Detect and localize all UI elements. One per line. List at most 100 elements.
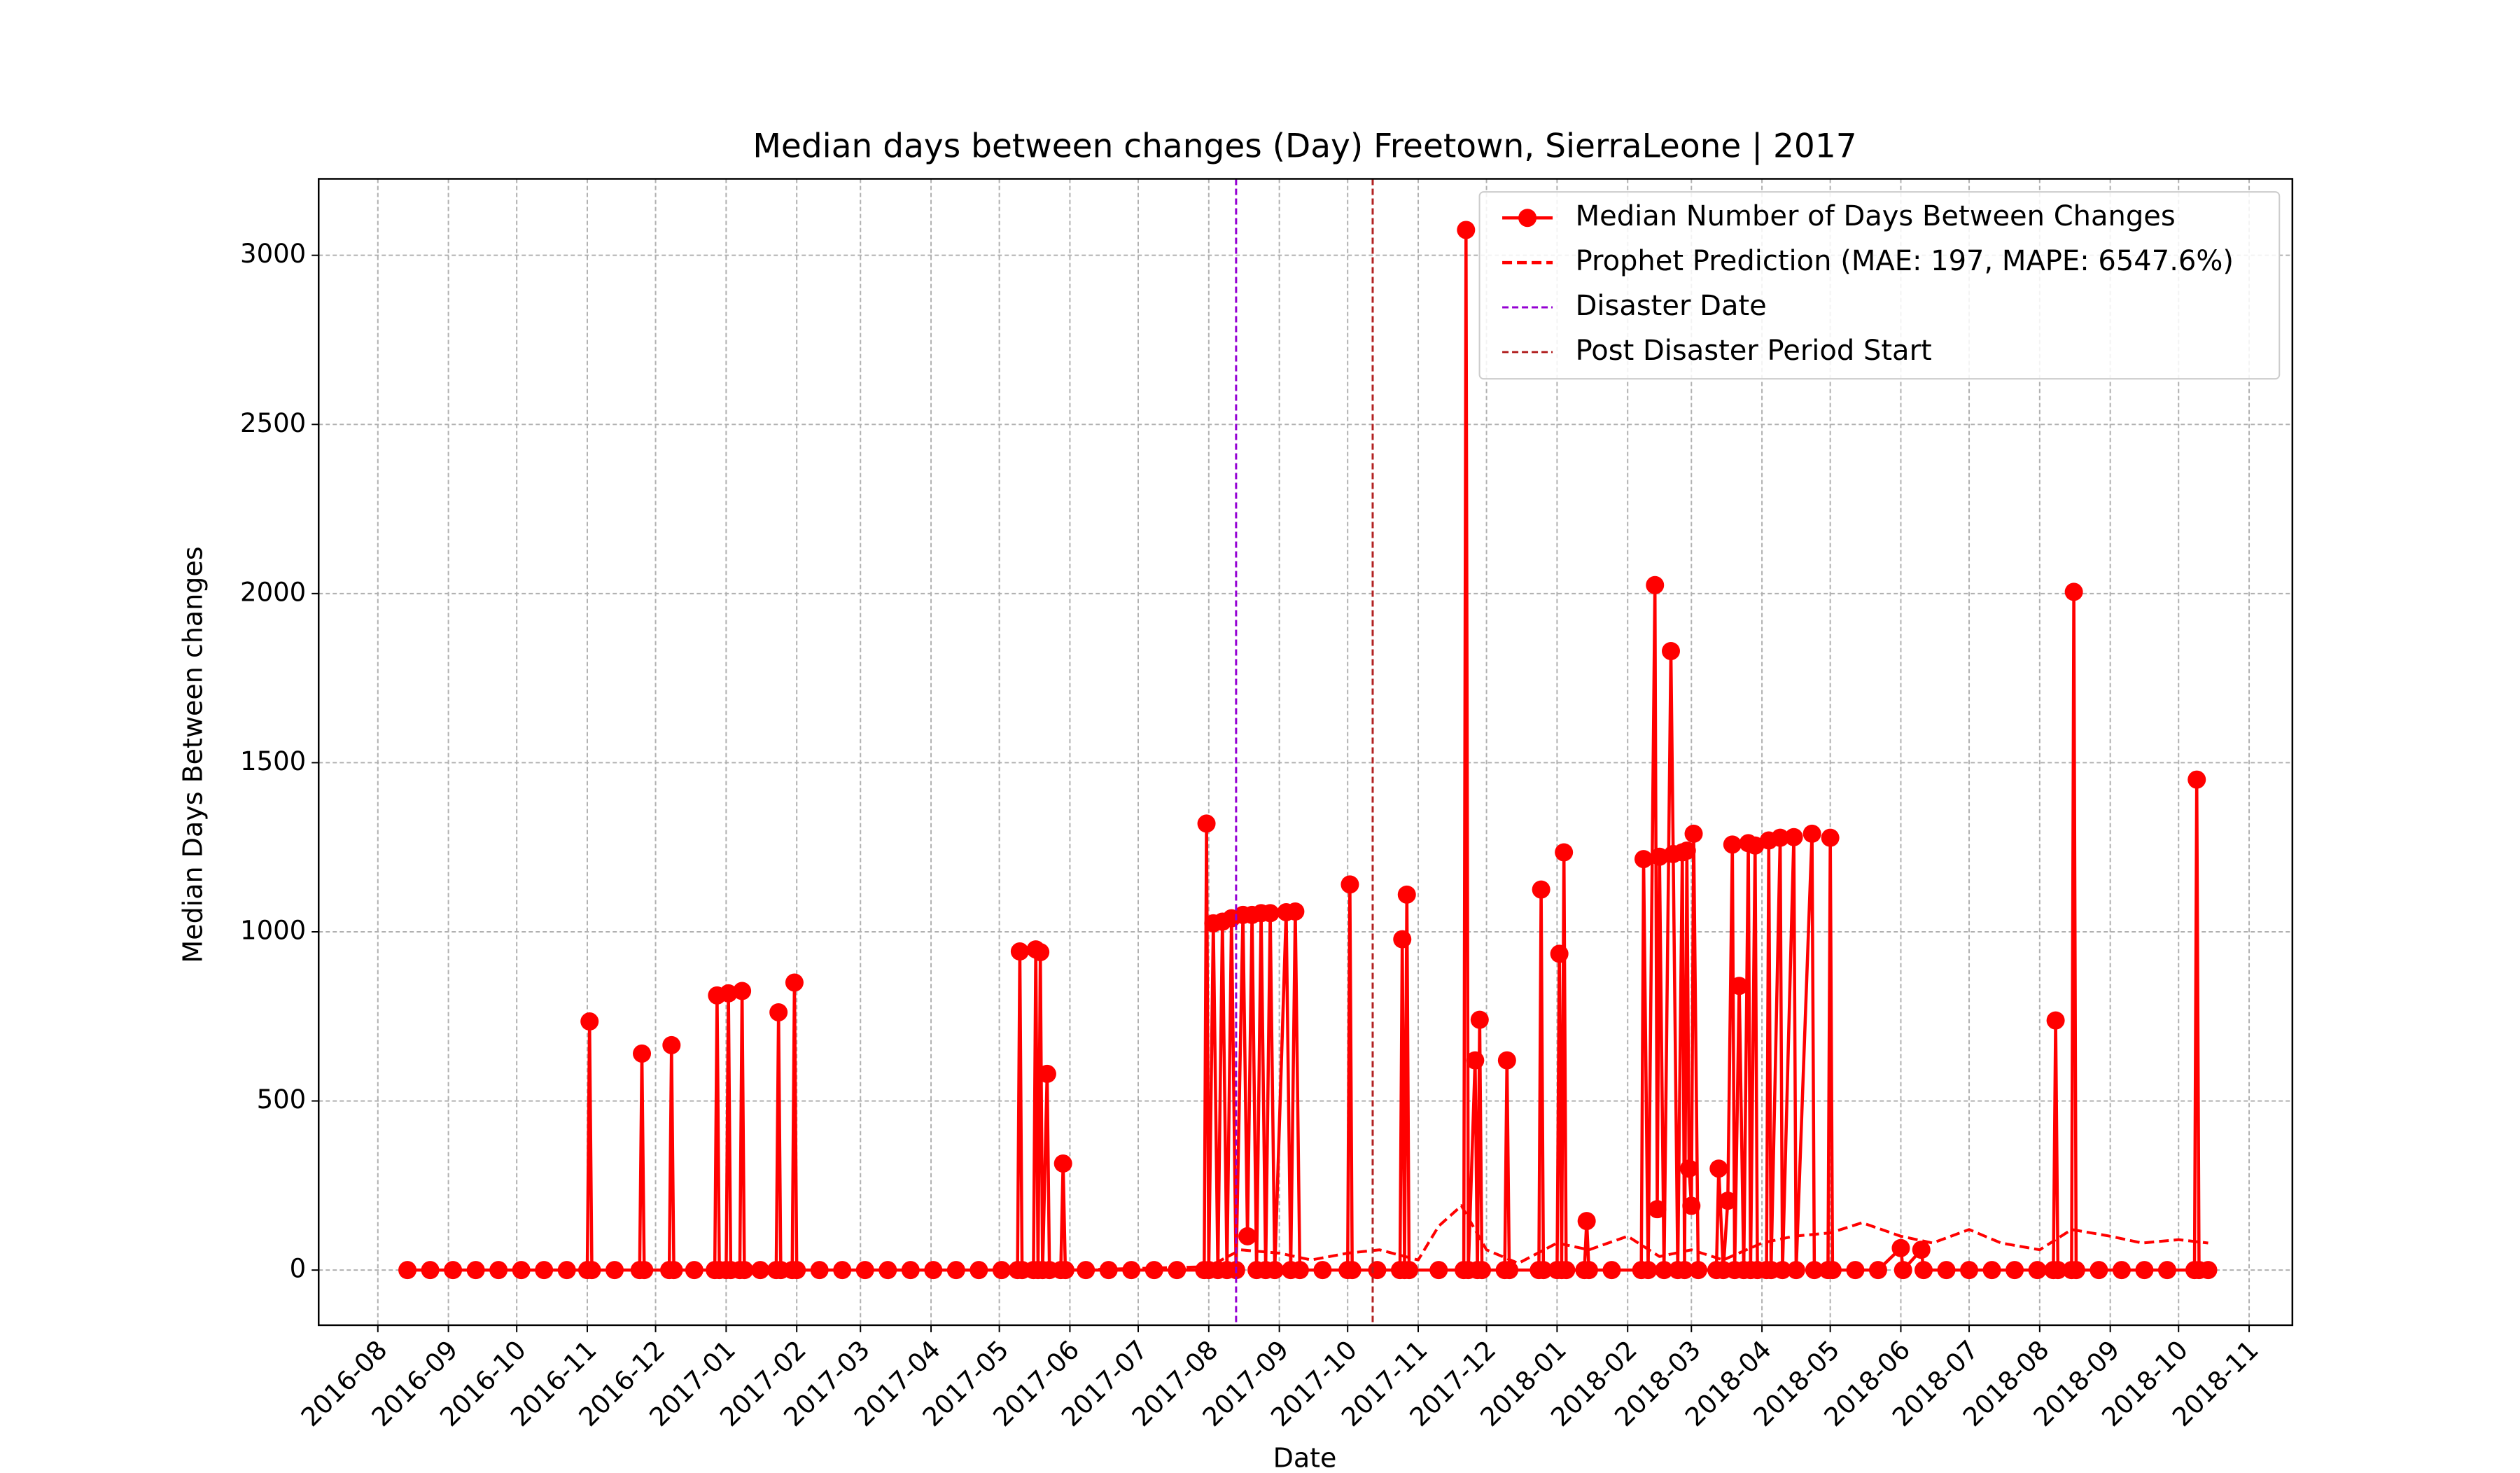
series-line: [407, 228, 2208, 1272]
data-point: [1500, 1261, 1519, 1280]
data-point: [1343, 1261, 1362, 1280]
data-point: [580, 1012, 599, 1031]
data-point: [1784, 828, 1803, 846]
data-point: [901, 1261, 920, 1280]
data-point: [1266, 1261, 1284, 1280]
data-point: [2157, 1261, 2176, 1280]
legend-box: [1478, 191, 2281, 380]
data-point: [1534, 1261, 1553, 1280]
data-point: [664, 1261, 683, 1280]
data-point: [1037, 1064, 1056, 1083]
data-point: [833, 1261, 852, 1280]
legend-label: Disaster Date: [1576, 290, 1767, 322]
data-point: [582, 1261, 601, 1280]
data-point: [466, 1261, 485, 1280]
data-point: [2188, 770, 2206, 789]
data-point: [946, 1261, 965, 1280]
data-point: [1393, 930, 1412, 949]
data-point: [512, 1261, 531, 1280]
data-point: [788, 1261, 806, 1280]
data-point: [1550, 944, 1569, 963]
data-point: [2199, 1261, 2218, 1280]
plot-frame: [317, 178, 2294, 1327]
data-point: [2046, 1011, 2065, 1030]
data-point: [1912, 1241, 1931, 1259]
data-point: [489, 1261, 508, 1280]
data-point: [2066, 1261, 2085, 1280]
data-point: [1646, 575, 1665, 594]
data-point: [1238, 1227, 1257, 1245]
data-point: [1891, 1238, 1910, 1257]
y-tick-label: 1000: [240, 915, 306, 945]
data-point: [1823, 1261, 1842, 1280]
data-point: [662, 1035, 681, 1054]
data-point: [924, 1261, 943, 1280]
data-point: [1746, 836, 1765, 855]
y-tick-label: 2000: [240, 577, 306, 607]
data-point: [1054, 1154, 1072, 1173]
data-point: [1914, 1261, 1933, 1280]
data-point: [635, 1261, 654, 1280]
data-point: [1497, 1051, 1516, 1070]
data-point: [1010, 942, 1029, 961]
data-point: [1802, 824, 1821, 843]
data-point: [1313, 1261, 1332, 1280]
data-point: [1723, 835, 1742, 854]
data-point: [1650, 847, 1669, 866]
legend-label: Prophet Prediction (MAE: 197, MAPE: 6547…: [1576, 245, 2234, 277]
data-point: [719, 984, 738, 1003]
data-point: [1602, 1261, 1621, 1280]
data-point: [1677, 842, 1696, 860]
data-point: [1197, 814, 1216, 833]
data-point: [2112, 1261, 2131, 1280]
data-point: [633, 1044, 652, 1063]
data-point: [1144, 1261, 1163, 1280]
y-axis-label: Median Days Between changes: [178, 546, 209, 963]
data-point: [1400, 1261, 1419, 1280]
data-point: [1684, 824, 1703, 843]
data-point: [1466, 1051, 1485, 1070]
data-point: [1397, 885, 1416, 904]
data-point: [878, 1261, 897, 1280]
data-point: [785, 973, 804, 992]
data-point: [735, 1261, 754, 1280]
data-point: [992, 1261, 1011, 1280]
data-point: [969, 1261, 988, 1280]
data-point: [1709, 1159, 1728, 1178]
data-point: [444, 1261, 463, 1280]
data-point: [1675, 1261, 1694, 1280]
y-tick-label: 2500: [240, 408, 306, 438]
chart-title: Median days between changes (Day) Freeto…: [752, 127, 1856, 166]
data-point: [1077, 1261, 1096, 1280]
data-point: [1261, 904, 1280, 923]
legend-label: Median Number of Days Between Changes: [1576, 200, 2176, 232]
data-point: [1682, 1196, 1701, 1215]
data-point: [398, 1261, 417, 1280]
data-point: [1960, 1261, 1979, 1280]
legend-marker: [1518, 209, 1537, 228]
data-point: [1773, 1261, 1792, 1280]
data-point: [1429, 1261, 1448, 1280]
data-point: [1868, 1261, 1887, 1280]
data-point: [1639, 1261, 1658, 1280]
data-point: [535, 1261, 554, 1280]
data-point: [1290, 1261, 1309, 1280]
data-point: [1730, 977, 1749, 996]
data-point: [1937, 1261, 1956, 1280]
data-point: [1555, 843, 1574, 862]
data-point: [1122, 1261, 1141, 1280]
y-tick-label: 3000: [240, 239, 306, 269]
data-point: [1579, 1261, 1598, 1280]
data-point: [810, 1261, 829, 1280]
data-point: [1056, 1261, 1074, 1280]
y-tick-label: 500: [257, 1084, 307, 1115]
data-point: [1718, 1192, 1737, 1210]
data-point: [2090, 1261, 2108, 1280]
data-point: [1473, 1261, 1492, 1280]
data-point: [1168, 1261, 1186, 1280]
data-point: [1786, 1261, 1805, 1280]
data-point: [1805, 1261, 1823, 1280]
data-point: [1771, 828, 1790, 847]
